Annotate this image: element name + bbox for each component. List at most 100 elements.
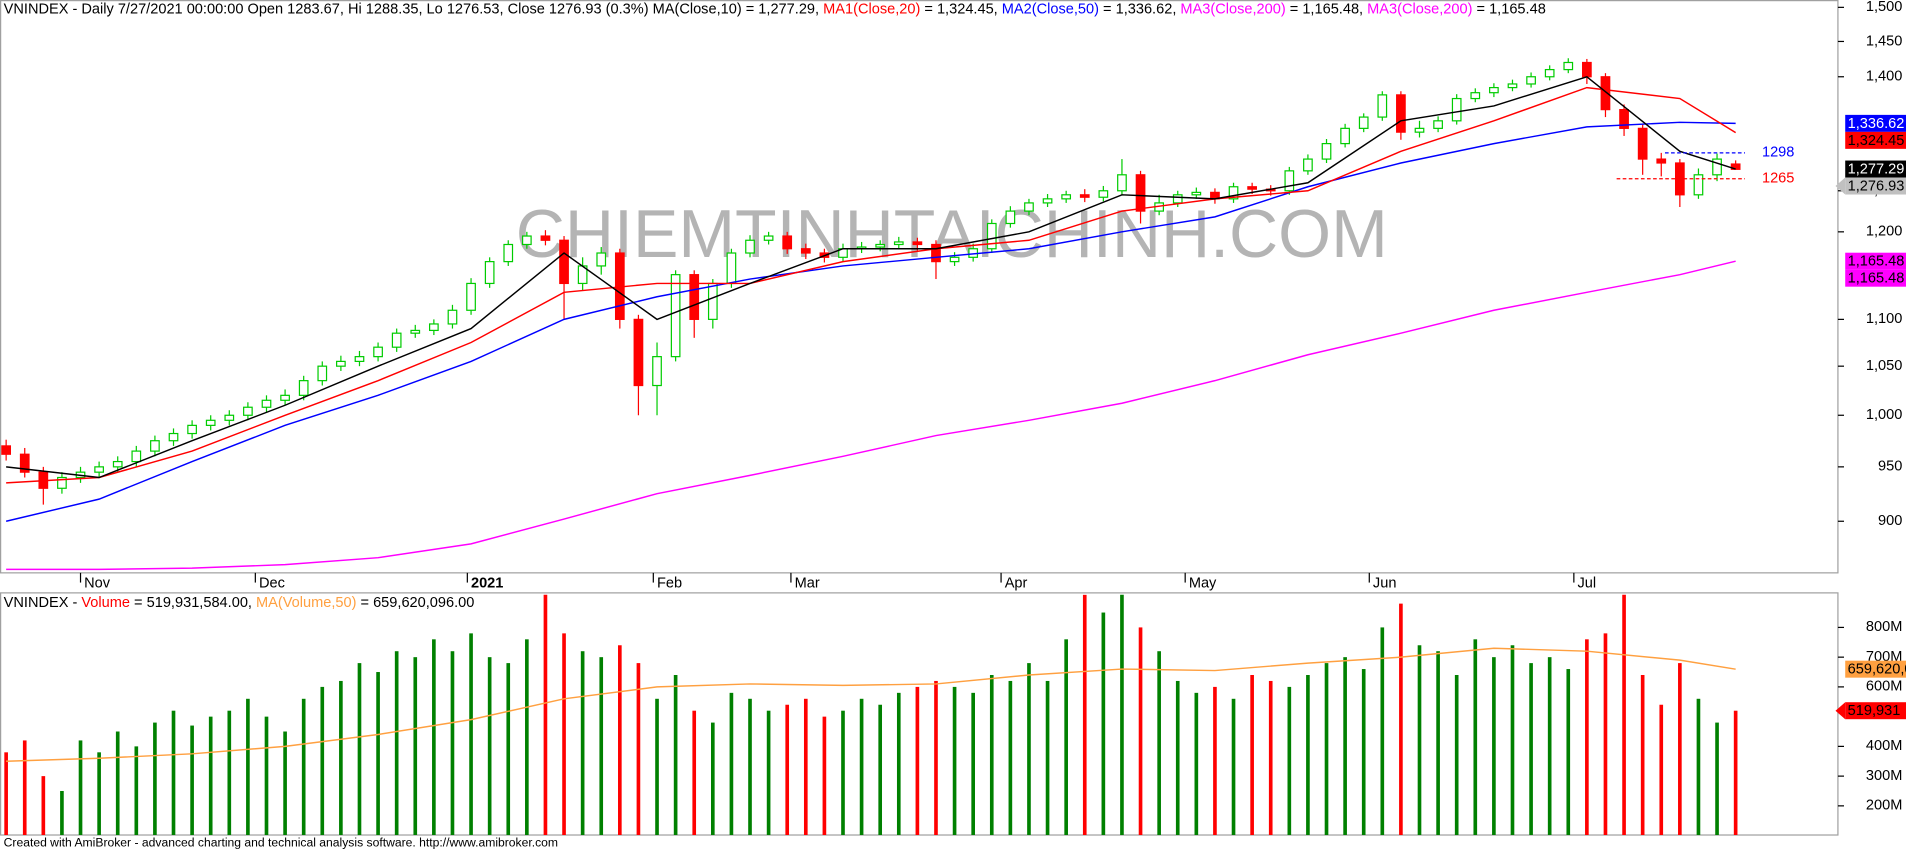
volume-bar (1622, 594, 1626, 836)
y-tick-label: 1,100 (1866, 311, 1902, 327)
candle-body (875, 243, 886, 248)
volume-bar (599, 657, 604, 836)
volume-bar (171, 710, 176, 836)
candle-body (633, 318, 644, 387)
volume-bar (896, 692, 901, 836)
volume-bar (971, 692, 975, 836)
volume-bar (841, 710, 845, 836)
volume-bar (1175, 680, 1180, 836)
header-segment: VNINDEX - Daily 7/27/2021 00:00:00 Open … (4, 2, 823, 18)
volume-bar (1064, 639, 1068, 836)
price-panel-border (0, 0, 1839, 574)
candle-body (1358, 116, 1369, 129)
y-tick-label: 900 (1878, 513, 1902, 529)
volume-bar (1417, 645, 1422, 836)
candle-body (150, 440, 160, 452)
volume-bar (934, 680, 938, 836)
candle-body (1470, 92, 1481, 100)
volume-bar (264, 716, 269, 836)
volume-bar (618, 645, 622, 836)
value-marker-label: 1,324.45 (1848, 133, 1905, 149)
y-tick-label: 1,000 (1866, 407, 1902, 423)
candle-body (280, 394, 290, 401)
candle-body (168, 432, 179, 442)
header-segment: = 1,165.48 (1472, 2, 1545, 18)
candle-body (19, 453, 30, 473)
moving-average-line (6, 260, 1736, 571)
candle-body (1321, 142, 1332, 160)
candle-body (131, 450, 142, 463)
volume-bar (487, 657, 492, 836)
header-segment: = 1,336.62, (1099, 2, 1180, 18)
volume-bar (1510, 645, 1515, 836)
value-marker (1845, 252, 1906, 270)
candle-body (1024, 202, 1034, 212)
candle-body (1247, 186, 1257, 190)
candle-body (1117, 174, 1127, 192)
candle-body (800, 248, 811, 254)
candle-body (689, 274, 700, 320)
volume-bar (859, 698, 864, 836)
x-tick-label: Apr (1005, 576, 1028, 592)
candle-body (1098, 190, 1109, 198)
volume-bar (190, 725, 194, 836)
candle-body (1396, 94, 1406, 133)
candle-body (503, 243, 514, 263)
x-tick-label: Nov (84, 576, 111, 592)
y-tick-label: 950 (1878, 459, 1902, 475)
header-segment: MA3(Close,200) (1180, 2, 1285, 18)
volume-bar (1733, 710, 1738, 836)
candle-body (1507, 83, 1518, 89)
plot-area (4, 594, 1738, 836)
volume-bar (636, 663, 641, 836)
volume-bar (134, 746, 139, 836)
candle-body (94, 466, 104, 473)
volume-bar (432, 639, 436, 836)
volume-bar (469, 633, 473, 836)
candle-body (1303, 158, 1313, 172)
panel-header: VNINDEX - Daily 7/27/2021 00:00:00 Open … (4, 2, 1546, 18)
candle-body (336, 360, 346, 367)
y-tick-label: 800M (1866, 619, 1902, 635)
candle-body (1656, 158, 1667, 164)
candle-body (373, 346, 383, 358)
candle-body (298, 380, 309, 396)
moving-average-line (6, 647, 1736, 762)
volume-bar (1715, 722, 1719, 836)
volume-bar (1454, 675, 1459, 836)
value-marker-label: 1,336.62 (1848, 116, 1905, 132)
volume-bar (1082, 594, 1087, 836)
y-tick-label: 600M (1866, 679, 1902, 695)
value-marker-label: 1,165.48 (1848, 271, 1905, 287)
volume-bar (989, 675, 994, 836)
candle-body (1228, 186, 1239, 200)
volume-bar (22, 740, 27, 836)
candle-body (707, 282, 718, 320)
candle-body (596, 252, 607, 267)
volume-bar (1361, 669, 1366, 836)
candle-body (540, 235, 551, 241)
volume-bar (580, 651, 585, 836)
volume-bar (450, 651, 455, 836)
volume-bar (1473, 639, 1478, 836)
candle-body (1544, 68, 1555, 78)
level-label: 1265 (1762, 171, 1794, 187)
volume-bar (1213, 686, 1217, 836)
value-marker (1845, 660, 1906, 678)
volume-bar (1380, 627, 1385, 836)
volume-bar (301, 698, 306, 836)
candle-body (1061, 194, 1072, 200)
volume-bar (394, 651, 399, 836)
volume-bar (803, 698, 808, 836)
y-tick-label: 1,050 (1866, 358, 1902, 374)
volume-bar (376, 672, 380, 836)
candle-body (559, 239, 569, 285)
value-marker-label: 519,931 (1848, 703, 1901, 719)
level-label: 1298 (1762, 145, 1794, 161)
candle-body (243, 406, 253, 416)
volume-bar (1268, 680, 1273, 836)
volume-bar (1287, 686, 1292, 836)
volume-bar (1324, 663, 1329, 836)
volume-bar (115, 731, 120, 836)
